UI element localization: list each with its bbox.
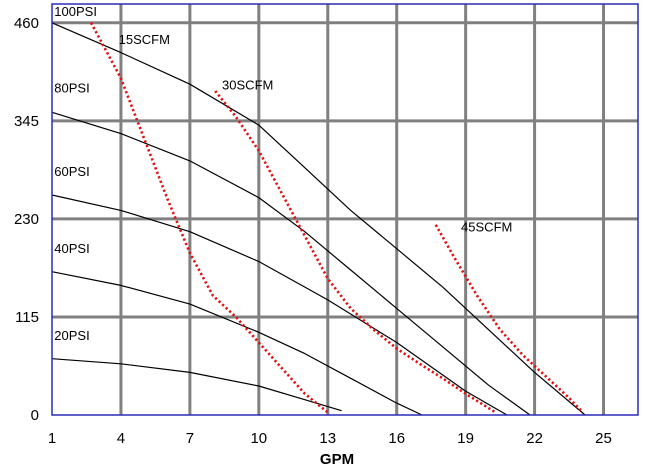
plot-frame [51, 3, 639, 416]
y-tick-label: 460 [14, 15, 39, 32]
x-tick-label: 4 [117, 430, 125, 447]
x-tick-label: 19 [457, 430, 474, 447]
curve-label: 20PSI [54, 328, 89, 343]
series-40psi-line [51, 271, 423, 416]
x-tick-label: 7 [186, 430, 194, 447]
series-20psi-line [51, 358, 342, 412]
x-tick-label: 1 [48, 430, 56, 447]
x-tick-label: 16 [388, 430, 405, 447]
curves [51, 22, 586, 416]
series-30scfm-line [214, 90, 497, 414]
curve-label: 80PSI [54, 81, 89, 96]
y-tick-label: 230 [14, 211, 39, 228]
y-tick-label: 0 [31, 407, 39, 424]
curve-label: 30SCFM [222, 77, 273, 92]
curve-label: 60PSI [54, 164, 89, 179]
x-tick-label: 13 [319, 430, 336, 447]
curve-label: 15SCFM [119, 32, 170, 47]
grid [52, 4, 638, 415]
y-tick-label: 115 [15, 309, 39, 326]
x-tick-label: 25 [595, 430, 612, 447]
curve-label: 100PSI [54, 4, 97, 19]
curve-label: 45SCFM [461, 220, 512, 235]
ticks: 1 4 7 10 13 16 19 22 25 0 115 230 345 460 [14, 15, 612, 447]
series-100psi-line [51, 22, 586, 416]
x-tick-label: 10 [250, 430, 267, 447]
x-tick-label: 22 [526, 430, 543, 447]
series-60psi-line [51, 194, 508, 416]
curve-label: 40PSI [54, 241, 89, 256]
series-45scfm-line [434, 224, 584, 414]
x-axis-title: GPM [320, 451, 354, 468]
y-tick-label: 345 [14, 113, 39, 130]
series-15scfm-line [89, 22, 329, 414]
series-80psi-line [51, 111, 531, 416]
curve-labels: 100PSI 15SCFM 80PSI 30SCFM 60PSI 45SCFM 40PSI 2… [54, 4, 512, 343]
